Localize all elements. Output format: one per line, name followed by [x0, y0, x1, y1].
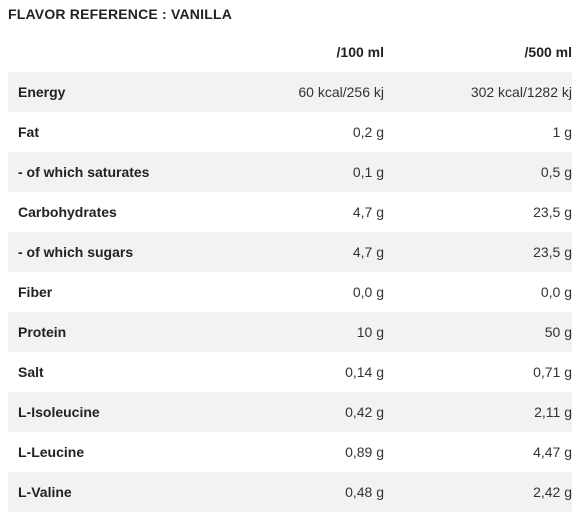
nutrition-table: /100 ml /500 ml Energy 60 kcal/256 kj 30…	[8, 32, 572, 512]
value-per-100ml: 0,89 g	[345, 444, 384, 460]
value-per-100ml: 0,42 g	[345, 404, 384, 420]
page-title: FLAVOR REFERENCE : VANILLA	[8, 6, 233, 22]
header-cell-per-500ml: /500 ml	[524, 44, 572, 60]
table-row: Protein 10 g 50 g	[8, 312, 572, 352]
value-per-100ml: 0,1 g	[352, 164, 384, 180]
value-per-100ml: 4,7 g	[352, 204, 384, 220]
nutrient-name: Fat	[18, 124, 39, 140]
value-per-100ml: 0,2 g	[352, 124, 384, 140]
header-cell-per-100ml: /100 ml	[336, 44, 384, 60]
table-row: - of which saturates 0,1 g 0,5 g	[8, 152, 572, 192]
table-row: Carbohydrates 4,7 g 23,5 g	[8, 192, 572, 232]
nutrient-name: - of which sugars	[18, 244, 134, 260]
value-per-500ml: 0,0 g	[540, 284, 572, 300]
table-row: Fat 0,2 g 1 g	[8, 112, 572, 152]
value-per-100ml: 60 kcal/256 kj	[298, 84, 384, 100]
nutrient-name: Carbohydrates	[18, 204, 117, 220]
nutrient-name: Salt	[18, 364, 44, 380]
table-header-row: /100 ml /500 ml	[8, 32, 572, 72]
value-per-500ml: 302 kcal/1282 kj	[470, 84, 572, 100]
value-per-100ml: 0,14 g	[345, 364, 384, 380]
nutrient-name: - of which saturates	[18, 164, 150, 180]
table-row: L-Isoleucine 0,42 g 2,11 g	[8, 392, 572, 432]
value-per-500ml: 23,5 g	[533, 204, 572, 220]
value-per-500ml: 2,42 g	[533, 484, 572, 500]
nutrient-name: Protein	[18, 324, 67, 340]
value-per-100ml: 4,7 g	[352, 244, 384, 260]
value-per-500ml: 23,5 g	[533, 244, 572, 260]
nutrient-name: L-Valine	[18, 484, 72, 500]
table-row: - of which sugars 4,7 g 23,5 g	[8, 232, 572, 272]
table-row: Fiber 0,0 g 0,0 g	[8, 272, 572, 312]
value-per-500ml: 2,11 g	[534, 404, 572, 420]
table-row: L-Valine 0,48 g 2,42 g	[8, 472, 572, 512]
table-row: L-Leucine 0,89 g 4,47 g	[8, 432, 572, 472]
nutrient-name: L-Isoleucine	[18, 404, 100, 420]
value-per-500ml: 1 g	[552, 124, 572, 140]
value-per-500ml: 50 g	[544, 324, 572, 340]
value-per-500ml: 4,47 g	[533, 444, 572, 460]
value-per-100ml: 10 g	[356, 324, 384, 340]
nutrient-name: L-Leucine	[18, 444, 85, 460]
value-per-500ml: 0,71 g	[533, 364, 572, 380]
nutrient-name: Energy	[18, 84, 66, 100]
value-per-100ml: 0,0 g	[352, 284, 384, 300]
table-row: Salt 0,14 g 0,71 g	[8, 352, 572, 392]
nutrient-name: Fiber	[18, 284, 53, 300]
table-row: Energy 60 kcal/256 kj 302 kcal/1282 kj	[8, 72, 572, 112]
value-per-100ml: 0,48 g	[345, 484, 384, 500]
value-per-500ml: 0,5 g	[540, 164, 572, 180]
